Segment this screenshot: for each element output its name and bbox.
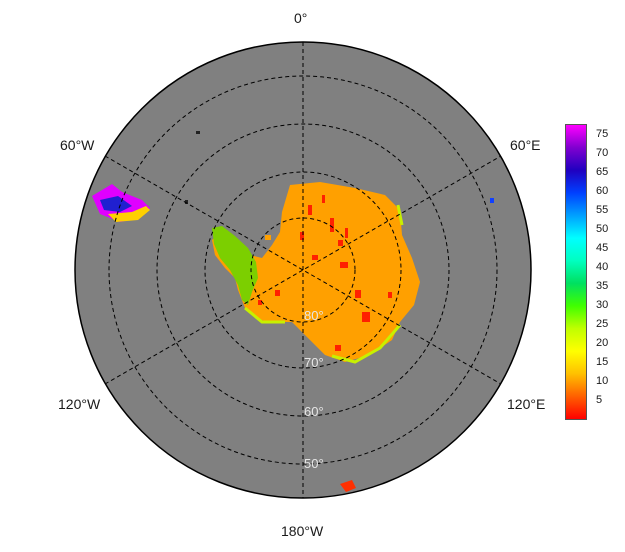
colorbar <box>565 124 587 420</box>
lat-label-80: 80° <box>304 308 324 323</box>
coastal-fringe <box>244 204 404 364</box>
lat-circle-70 <box>204 171 402 369</box>
colorbar-tick-label: 20 <box>596 337 609 350</box>
lat-circle-60 <box>156 123 450 417</box>
colorbar-tick-label: 65 <box>596 166 609 179</box>
lon-label-120e: 120°E <box>507 396 546 412</box>
colorbar-tick-label: 15 <box>596 356 609 369</box>
colorbar-tick-label: 50 <box>596 223 609 236</box>
lon-label-60w: 60°W <box>60 137 95 153</box>
lat-label-60: 60° <box>304 404 324 419</box>
colorbar-tick-label: 40 <box>596 261 609 274</box>
lon-label-120w: 120°W <box>58 396 101 412</box>
lon-label-0: 0° <box>294 10 308 26</box>
island-speck <box>185 200 188 204</box>
colorbar-tick-label: 25 <box>596 318 609 331</box>
lon-label-180w: 180°W <box>281 523 324 539</box>
meridian-60 <box>104 155 502 385</box>
colorbar-tick-label: 30 <box>596 299 609 312</box>
colorbar-tick-label: 75 <box>596 128 609 141</box>
high-value-patches <box>258 195 392 351</box>
lat-circle-80 <box>250 217 356 323</box>
lat-label-70: 70° <box>304 355 324 370</box>
colorbar-tick-label: 10 <box>596 375 609 388</box>
antarctic-peninsula <box>212 226 258 305</box>
colorbar-tick-label: 5 <box>596 394 603 407</box>
island-speck <box>490 198 494 203</box>
colorbar-tick-label: 55 <box>596 204 609 217</box>
land-layer <box>92 131 494 492</box>
island-speck <box>265 235 271 240</box>
colorbar-tick-label: 35 <box>596 280 609 293</box>
meridian-120 <box>104 155 502 385</box>
lat-label-50: 50° <box>304 456 324 471</box>
south-america-edge <box>108 206 150 222</box>
graticule <box>104 42 502 498</box>
colorbar-tick-label: 45 <box>596 242 609 255</box>
colorbar-tick-label: 60 <box>596 185 609 198</box>
south-america-band <box>100 196 132 212</box>
lon-label-60e: 60°E <box>510 137 541 153</box>
subantarctic-island <box>340 480 356 492</box>
colorbar-tick-label: 70 <box>596 147 609 160</box>
island-speck <box>196 131 200 134</box>
